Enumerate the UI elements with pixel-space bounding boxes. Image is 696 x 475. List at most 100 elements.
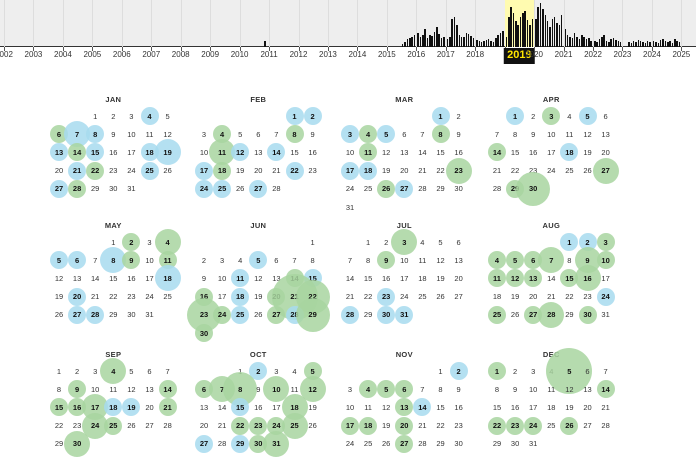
calendar-day[interactable]: 27: [400, 184, 409, 194]
calendar-day[interactable]: 15: [54, 402, 64, 412]
calendar-day[interactable]: 6: [147, 366, 152, 376]
calendar-day[interactable]: 15: [236, 402, 245, 412]
calendar-day[interactable]: 6: [56, 129, 62, 139]
calendar-day[interactable]: 9: [456, 384, 461, 394]
calendar-day[interactable]: 21: [163, 402, 172, 412]
calendar-day[interactable]: 2: [585, 237, 590, 247]
calendar-day[interactable]: 17: [91, 402, 100, 412]
calendar-day[interactable]: 9: [531, 129, 536, 139]
calendar-day[interactable]: 14: [601, 384, 610, 394]
timeline-histogram[interactable]: [0, 0, 696, 47]
calendar-day[interactable]: 11: [145, 129, 154, 139]
calendar-day[interactable]: 15: [290, 147, 299, 157]
calendar-day[interactable]: 22: [436, 421, 445, 431]
calendar-day[interactable]: 23: [308, 166, 317, 176]
calendar-day[interactable]: 2: [456, 366, 461, 376]
year-label-2020[interactable]: 2020: [525, 50, 543, 59]
calendar-day[interactable]: 4: [111, 366, 116, 376]
calendar-day[interactable]: 24: [601, 292, 610, 302]
calendar-day[interactable]: 4: [147, 111, 152, 121]
calendar-day[interactable]: 23: [529, 166, 538, 176]
calendar-day[interactable]: 12: [510, 273, 520, 283]
calendar-day[interactable]: 26: [565, 421, 574, 431]
calendar-day[interactable]: 9: [513, 384, 518, 394]
calendar-day[interactable]: 30: [510, 439, 520, 449]
calendar-day[interactable]: 22: [363, 292, 373, 302]
calendar-day[interactable]: 9: [201, 273, 207, 283]
calendar-day[interactable]: 25: [145, 166, 154, 176]
calendar-day[interactable]: 20: [454, 273, 463, 283]
calendar-day[interactable]: 7: [93, 255, 98, 265]
year-label-2013[interactable]: 2013: [319, 50, 337, 59]
calendar-day[interactable]: 26: [127, 421, 136, 431]
calendar-day[interactable]: 12: [236, 147, 245, 157]
calendar-day[interactable]: 8: [310, 255, 315, 265]
calendar-day[interactable]: 12: [583, 129, 592, 139]
calendar-day[interactable]: 2: [384, 237, 389, 247]
calendar-day[interactable]: 6: [456, 237, 461, 247]
calendar-day[interactable]: 28: [418, 439, 427, 449]
year-label-2014[interactable]: 2014: [348, 50, 367, 59]
calendar-day[interactable]: 19: [54, 292, 64, 302]
calendar-day[interactable]: 9: [310, 129, 315, 139]
calendar-day[interactable]: 4: [366, 129, 371, 139]
calendar-day[interactable]: 16: [199, 292, 209, 302]
calendar-day[interactable]: 13: [454, 255, 463, 265]
calendar-day[interactable]: 24: [272, 421, 281, 431]
calendar-day[interactable]: 25: [418, 292, 427, 302]
calendar-day[interactable]: 23: [72, 421, 82, 431]
calendar-day[interactable]: 3: [531, 366, 536, 376]
calendar-day[interactable]: 11: [493, 273, 501, 283]
calendar-day[interactable]: 2: [256, 366, 261, 376]
calendar-day[interactable]: 2: [111, 111, 116, 121]
calendar-day[interactable]: 22: [436, 166, 445, 176]
calendar-day[interactable]: 6: [201, 384, 207, 394]
calendar-day[interactable]: 8: [567, 255, 572, 265]
calendar-day[interactable]: 19: [583, 147, 592, 157]
calendar-day[interactable]: 20: [199, 421, 209, 431]
calendar-day[interactable]: 27: [145, 421, 154, 431]
calendar-day[interactable]: 21: [91, 292, 100, 302]
calendar-day[interactable]: 17: [529, 402, 538, 412]
calendar-day[interactable]: 15: [109, 273, 118, 283]
calendar-day[interactable]: 11: [364, 147, 373, 157]
calendar-day[interactable]: 8: [292, 129, 297, 139]
calendar-day[interactable]: 15: [565, 273, 574, 283]
calendar-day[interactable]: 21: [492, 166, 502, 176]
calendar-day[interactable]: 26: [254, 310, 263, 320]
calendar-day[interactable]: 30: [454, 439, 463, 449]
calendar-day[interactable]: 3: [147, 237, 152, 247]
calendar-day[interactable]: 3: [201, 129, 207, 139]
calendar-day[interactable]: 24: [547, 166, 556, 176]
year-label-2010[interactable]: 2010: [230, 50, 249, 59]
calendar-day[interactable]: 22: [54, 421, 64, 431]
calendar-day[interactable]: 17: [217, 292, 227, 302]
calendar-day[interactable]: 5: [567, 366, 572, 376]
calendar-day[interactable]: 10: [145, 255, 154, 265]
calendar-day[interactable]: 26: [382, 439, 391, 449]
calendar-day[interactable]: 11: [109, 384, 118, 394]
calendar-day[interactable]: 12: [565, 384, 574, 394]
calendar-day[interactable]: 29: [236, 439, 245, 449]
calendar-day[interactable]: 10: [400, 255, 409, 265]
calendar-day[interactable]: 28: [217, 439, 227, 449]
calendar-day[interactable]: 27: [254, 184, 263, 194]
calendar-day[interactable]: 6: [603, 111, 608, 121]
calendar-day[interactable]: 22: [510, 166, 520, 176]
calendar-day[interactable]: 21: [272, 166, 281, 176]
calendar-day[interactable]: 14: [272, 147, 281, 157]
calendar-day[interactable]: 16: [510, 402, 520, 412]
calendar-day[interactable]: 30: [199, 328, 209, 338]
calendar-day[interactable]: 19: [382, 166, 391, 176]
year-label-2003[interactable]: 2003: [24, 50, 43, 59]
calendar-day[interactable]: 6: [75, 255, 80, 265]
calendar-day[interactable]: 21: [547, 292, 556, 302]
calendar-day[interactable]: 1: [438, 111, 443, 121]
calendar-day[interactable]: 1: [366, 237, 371, 247]
calendar-day[interactable]: 28: [345, 310, 355, 320]
calendar-day[interactable]: 18: [109, 402, 118, 412]
calendar-day[interactable]: 9: [456, 129, 461, 139]
calendar-day[interactable]: 31: [529, 439, 538, 449]
calendar-day[interactable]: 16: [583, 273, 592, 283]
calendar-day[interactable]: 3: [549, 111, 554, 121]
